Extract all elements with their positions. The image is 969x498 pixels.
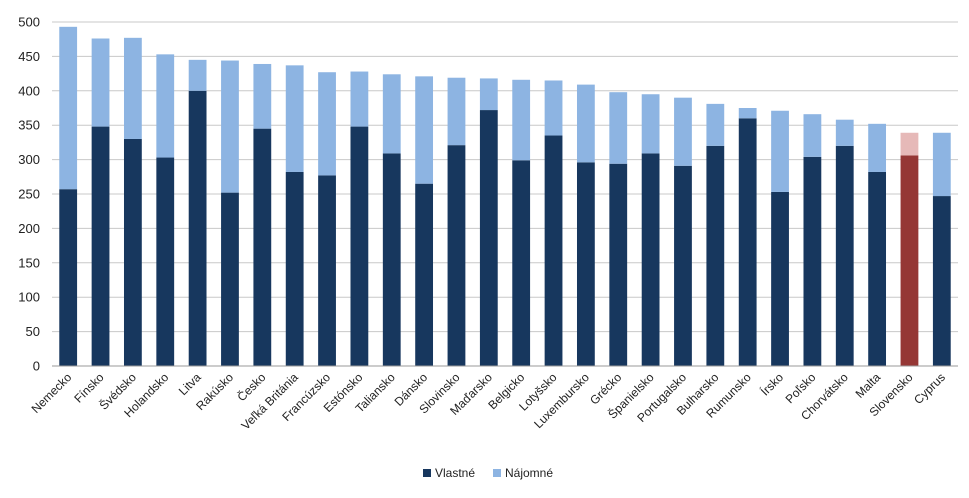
bar-vlastne [576, 162, 595, 366]
bar-najomne [188, 59, 207, 91]
bar-vlastne [771, 191, 789, 366]
y-tick-label: 350 [18, 118, 40, 133]
bar-vlastne [641, 153, 660, 366]
x-tick-label: Nemecko [29, 370, 75, 416]
bar-najomne [415, 76, 434, 184]
bar-najomne [447, 77, 466, 146]
legend-label-najomne: Nájomné [505, 466, 553, 480]
bar-najomne [221, 60, 239, 193]
bar-najomne [285, 65, 304, 172]
bar-vlastne [932, 196, 951, 366]
bar-vlastne [835, 145, 854, 366]
bar-vlastne [674, 165, 692, 366]
gridlines [52, 21, 958, 367]
bar-vlastne [382, 153, 401, 366]
y-tick-label: 100 [18, 290, 40, 305]
bar-najomne [835, 119, 854, 146]
bar-najomne [771, 110, 789, 192]
y-axis: 0 50 100 150 200 250 300 350 400 450 500 [18, 15, 40, 374]
bar-najomne [641, 94, 660, 154]
bar-najomne [479, 78, 498, 111]
bar-vlastne [803, 156, 822, 366]
bar-najomne [512, 79, 531, 161]
x-tick-label: Írsko [757, 369, 786, 398]
bar-vlastne [447, 145, 466, 366]
bar-vlastne [738, 118, 757, 366]
x-tick-label: Cyprus [911, 370, 948, 407]
y-tick-label: 0 [33, 359, 40, 374]
bar-najomne [932, 132, 951, 197]
bar-vlastne [59, 189, 78, 366]
bar-vlastne [221, 192, 239, 366]
bar-najomne [91, 38, 110, 127]
bar-vlastne [156, 157, 175, 366]
bar-najomne [253, 63, 272, 129]
bar-vlastne [544, 135, 563, 366]
y-tick-label: 200 [18, 221, 40, 236]
bar-vlastne [123, 138, 142, 366]
bar-vlastne [350, 126, 369, 366]
legend: Vlastné Nájomné [423, 466, 553, 480]
bar-najomne [609, 92, 628, 164]
bar-vlastne [318, 175, 336, 366]
y-tick-label: 300 [18, 152, 40, 167]
bars [59, 26, 951, 367]
bar-vlastne [479, 110, 498, 366]
bar-vlastne [415, 183, 434, 366]
bar-najomne [674, 97, 692, 166]
bar-vlastne [285, 171, 304, 366]
bar-najomne [900, 132, 919, 156]
bar-najomne [803, 114, 822, 157]
y-tick-label: 250 [18, 187, 40, 202]
bar-vlastne [868, 171, 887, 366]
x-tick-label: Litva [176, 370, 204, 398]
y-tick-label: 450 [18, 49, 40, 64]
bar-najomne [59, 26, 78, 190]
bar-najomne [544, 80, 563, 136]
bar-vlastne [609, 163, 628, 366]
bar-vlastne [512, 160, 531, 366]
bar-najomne [576, 84, 595, 163]
y-tick-label: 400 [18, 83, 40, 98]
bar-vlastne [900, 155, 919, 366]
y-tick-label: 50 [26, 324, 40, 339]
legend-swatch-vlastne [423, 469, 431, 477]
bar-najomne [868, 123, 887, 172]
bar-vlastne [188, 90, 207, 367]
bar-vlastne [91, 126, 110, 366]
bar-najomne [318, 72, 336, 176]
bar-vlastne [253, 128, 272, 366]
y-tick-label: 500 [18, 15, 40, 30]
y-tick-label: 150 [18, 255, 40, 270]
bar-najomne [382, 74, 401, 154]
legend-label-vlastne: Vlastné [435, 466, 475, 480]
bar-najomne [156, 54, 175, 158]
bar-najomne [706, 103, 725, 146]
bar-vlastne [706, 145, 725, 366]
bar-najomne [350, 71, 369, 127]
bar-najomne [123, 37, 142, 139]
legend-swatch-najomne [493, 469, 501, 477]
bar-najomne [738, 108, 757, 119]
